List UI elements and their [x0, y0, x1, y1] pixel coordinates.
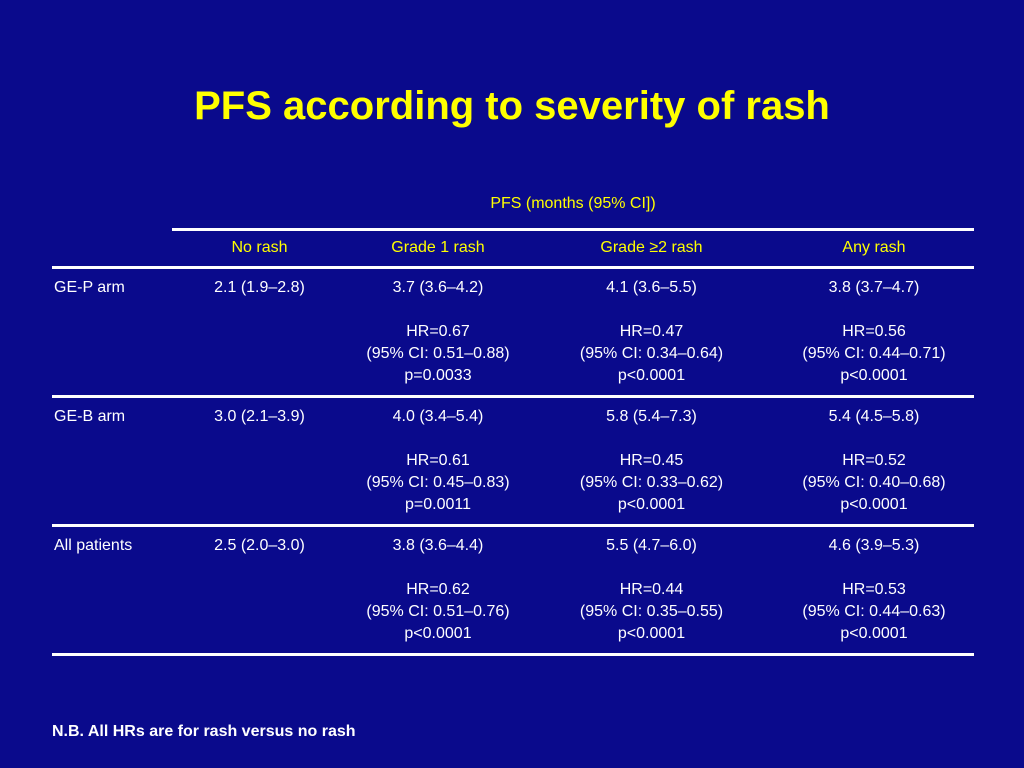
any-rash-cell: 3.8 (3.7–4.7) HR=0.56 (95% CI: 0.44–0.71… [774, 267, 974, 398]
no-rash-cell: 3.0 (2.1–3.9) [172, 396, 347, 527]
confidence-interval: (95% CI: 0.35–0.55) [579, 602, 724, 620]
pfs-value: 3.8 (3.7–4.7) [828, 278, 920, 296]
grade-2-cell: 5.5 (4.7–6.0) HR=0.44 (95% CI: 0.35–0.55… [529, 525, 774, 656]
column-header-blank [52, 231, 172, 269]
group-header: PFS (months (95% CI]) [490, 195, 656, 212]
column-header-any-rash: Any rash [774, 231, 974, 269]
column-header-grade-2-rash: Grade ≥2 rash [529, 231, 774, 269]
confidence-interval: (95% CI: 0.51–0.76) [366, 602, 510, 620]
hazard-ratio: HR=0.53 [842, 580, 906, 598]
grade-2-cell: 5.8 (5.4–7.3) HR=0.45 (95% CI: 0.33–0.62… [529, 396, 774, 527]
hazard-ratio: HR=0.47 [619, 322, 684, 340]
table-row: GE-B arm 3.0 (2.1–3.9) 4.0 (3.4–5.4) HR=… [52, 396, 974, 527]
column-header-no-rash: No rash [172, 231, 347, 269]
hazard-ratio: HR=0.44 [619, 580, 684, 598]
pfs-value: 2.5 (2.0–3.0) [214, 536, 305, 554]
p-value: p<0.0001 [404, 624, 472, 642]
hazard-ratio: HR=0.61 [406, 451, 470, 469]
pfs-value: 3.0 (2.1–3.9) [214, 407, 305, 425]
group-header-divider [172, 228, 974, 233]
pfs-value: 2.1 (1.9–2.8) [214, 278, 305, 296]
pfs-value: 3.8 (3.6–4.4) [392, 536, 484, 554]
pfs-table-container: PFS (months (95% CI]) No rash Grade 1 ra… [52, 190, 974, 656]
confidence-interval: (95% CI: 0.33–0.62) [579, 473, 724, 491]
column-header-row: No rash Grade 1 rash Grade ≥2 rash Any r… [52, 231, 974, 269]
hazard-ratio: HR=0.62 [406, 580, 470, 598]
group-header-row: PFS (months (95% CI]) [52, 190, 974, 230]
no-rash-cell: 2.1 (1.9–2.8) [172, 267, 347, 398]
confidence-interval: (95% CI: 0.40–0.68) [802, 473, 946, 491]
pfs-table: PFS (months (95% CI]) No rash Grade 1 ra… [52, 190, 974, 656]
grade-1-cell: 4.0 (3.4–5.4) HR=0.61 (95% CI: 0.45–0.83… [347, 396, 529, 527]
confidence-interval: (95% CI: 0.34–0.64) [579, 344, 724, 362]
pfs-value: 4.6 (3.9–5.3) [828, 536, 920, 554]
row-label: All patients [52, 525, 172, 656]
pfs-value: 3.7 (3.6–4.2) [392, 278, 484, 296]
hazard-ratio: HR=0.56 [842, 322, 906, 340]
pfs-value: 5.5 (4.7–6.0) [606, 536, 697, 554]
p-value: p<0.0001 [617, 366, 686, 384]
any-rash-cell: 5.4 (4.5–5.8) HR=0.52 (95% CI: 0.40–0.68… [774, 396, 974, 527]
footnote: N.B. All HRs are for rash versus no rash [52, 723, 356, 740]
slide-title: PFS according to severity of rash [194, 84, 830, 128]
p-value: p<0.0001 [617, 495, 686, 513]
table-row: All patients 2.5 (2.0–3.0) 3.8 (3.6–4.4)… [52, 525, 974, 656]
p-value: p<0.0001 [840, 366, 908, 384]
hazard-ratio: HR=0.67 [406, 322, 470, 340]
group-header-rule [52, 228, 974, 233]
confidence-interval: (95% CI: 0.44–0.63) [802, 602, 946, 620]
p-value: p=0.0011 [405, 495, 471, 513]
grade-1-cell: 3.7 (3.6–4.2) HR=0.67 (95% CI: 0.51–0.88… [347, 267, 529, 398]
hazard-ratio: HR=0.52 [842, 451, 906, 469]
p-value: p=0.0033 [404, 366, 472, 384]
p-value: p<0.0001 [617, 624, 686, 642]
hazard-ratio: HR=0.45 [619, 451, 684, 469]
column-header-grade-1-rash: Grade 1 rash [347, 231, 529, 269]
confidence-interval: (95% CI: 0.51–0.88) [366, 344, 510, 362]
p-value: p<0.0001 [840, 495, 908, 513]
p-value: p<0.0001 [840, 624, 908, 642]
no-rash-cell: 2.5 (2.0–3.0) [172, 525, 347, 656]
row-label: GE-P arm [52, 267, 172, 398]
table-row: GE-P arm 2.1 (1.9–2.8) 3.7 (3.6–4.2) HR=… [52, 267, 974, 398]
row-label: GE-B arm [52, 396, 172, 527]
pfs-value: 5.4 (4.5–5.8) [828, 407, 920, 425]
any-rash-cell: 4.6 (3.9–5.3) HR=0.53 (95% CI: 0.44–0.63… [774, 525, 974, 656]
pfs-value: 5.8 (5.4–7.3) [606, 407, 697, 425]
group-header-blank [52, 190, 172, 230]
pfs-value: 4.0 (3.4–5.4) [392, 407, 484, 425]
confidence-interval: (95% CI: 0.44–0.71) [802, 344, 946, 362]
pfs-value: 4.1 (3.6–5.5) [606, 278, 697, 296]
grade-2-cell: 4.1 (3.6–5.5) HR=0.47 (95% CI: 0.34–0.64… [529, 267, 774, 398]
confidence-interval: (95% CI: 0.45–0.83) [366, 473, 510, 491]
grade-1-cell: 3.8 (3.6–4.4) HR=0.62 (95% CI: 0.51–0.76… [347, 525, 529, 656]
